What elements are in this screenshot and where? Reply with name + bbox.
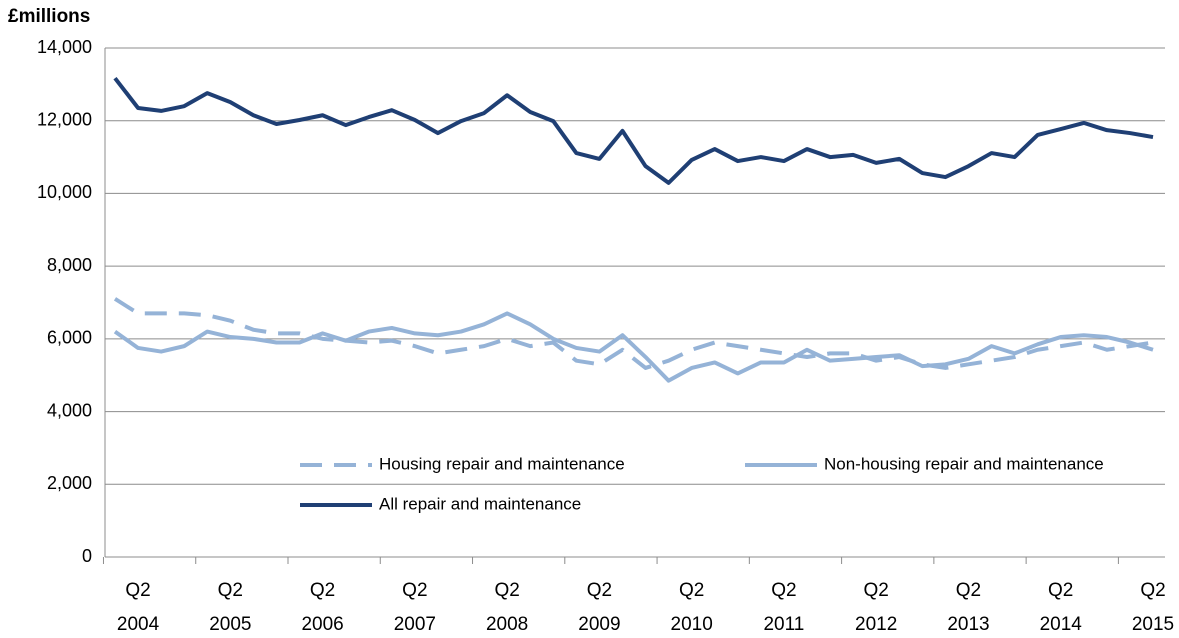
y-tick-label: 4,000 — [47, 400, 92, 420]
y-tick-label: 8,000 — [47, 255, 92, 275]
x-tick-label: Q2 2008 — [485, 580, 529, 635]
y-tick-label: 10,000 — [37, 182, 92, 202]
x-tick-label: Q2 2006 — [301, 580, 344, 635]
x-tick-label: Q2 2014 — [1039, 580, 1082, 635]
x-tick-label: Q2 2010 — [670, 580, 713, 635]
x-tick-label: Q2 2015 — [1131, 580, 1175, 635]
legend-label: Non-housing repair and maintenance — [824, 454, 1104, 473]
series-line — [113, 297, 1154, 370]
series-line — [113, 311, 1154, 383]
x-tick-label: Q2 2005 — [209, 580, 252, 635]
y-tick-label: 12,000 — [37, 109, 92, 129]
x-tick-label: Q2 2012 — [855, 580, 898, 635]
legend-label: All repair and maintenance — [379, 494, 581, 513]
y-tick-label: 2,000 — [47, 473, 92, 493]
y-axis-label: £millions — [8, 6, 90, 27]
y-tick-label: 14,000 — [37, 37, 92, 57]
x-tick-label: Q2 2004 — [116, 580, 160, 635]
x-tick-label: Q2 2009 — [578, 580, 621, 635]
y-tick-label: 6,000 — [47, 328, 92, 348]
y-tick-label: 0 — [82, 546, 92, 566]
x-tick-label: Q2 2007 — [393, 580, 436, 635]
x-tick-label: Q2 2013 — [947, 580, 990, 635]
series-line — [113, 76, 1154, 185]
legend-label: Housing repair and maintenance — [379, 454, 625, 473]
x-tick-label: Q2 2011 — [763, 580, 805, 635]
